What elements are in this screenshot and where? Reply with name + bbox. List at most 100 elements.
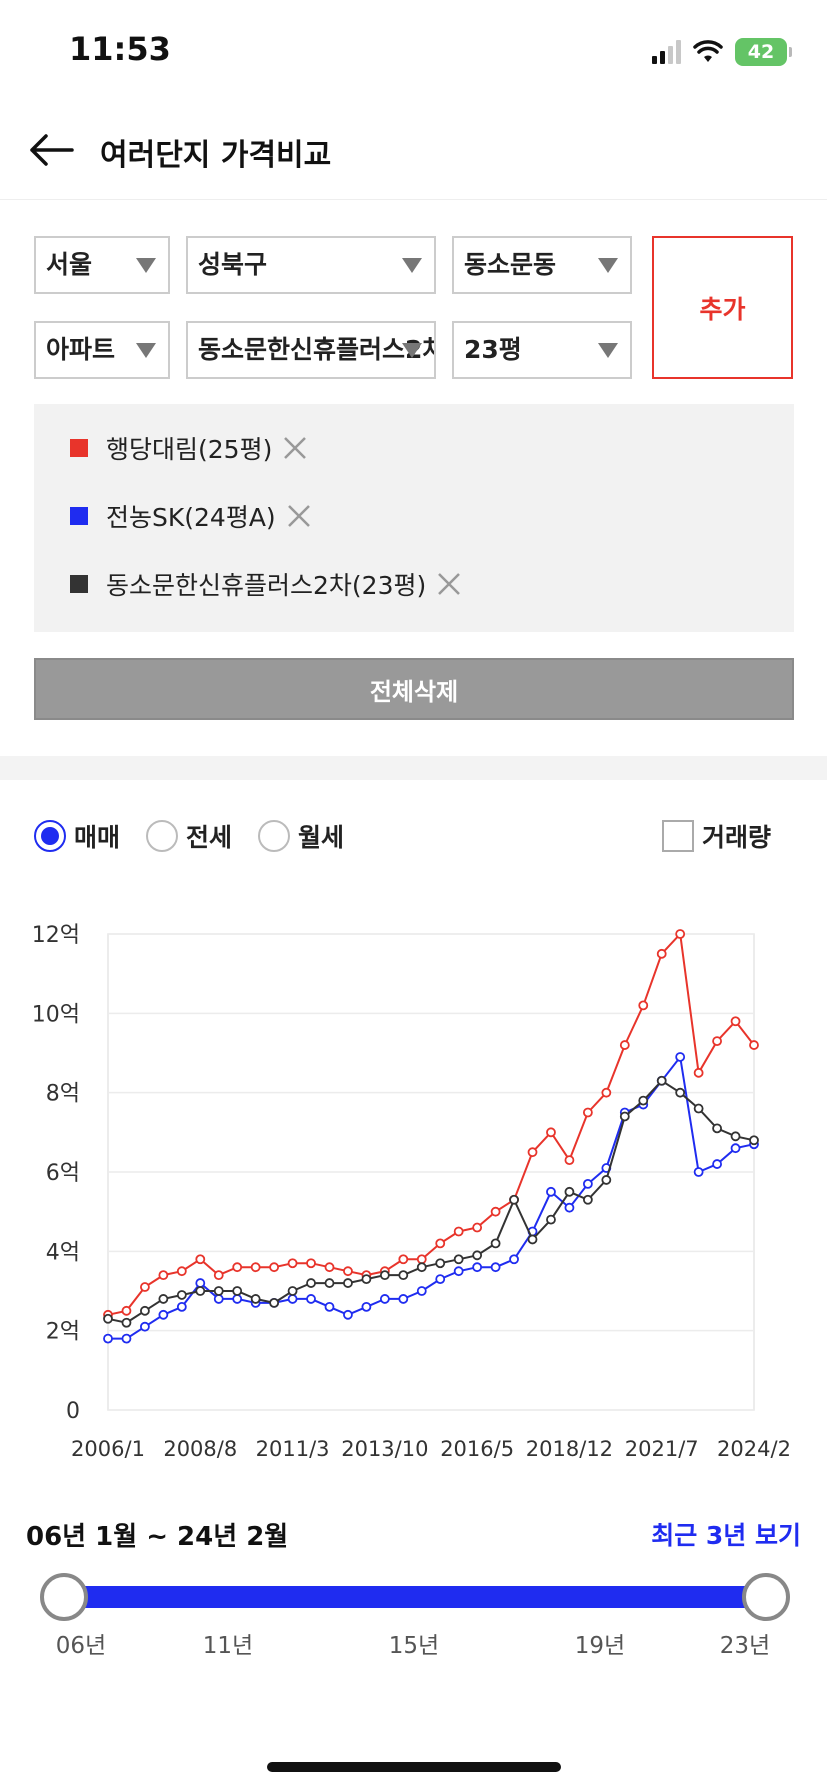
data-point — [638, 1095, 649, 1106]
data-point — [306, 1258, 316, 1269]
range-slider-end-handle[interactable] — [742, 1573, 790, 1621]
data-point — [232, 1262, 243, 1273]
delete-all-button[interactable]: 전체삭제 — [34, 658, 794, 720]
x-tick-label: 2021/7 — [625, 1437, 699, 1461]
close-icon[interactable] — [282, 435, 308, 461]
slider-tick-label: 19년 — [574, 1633, 626, 1659]
y-tick-label: 8억 — [46, 1082, 80, 1107]
range-slider-start-handle[interactable] — [40, 1573, 88, 1621]
data-point — [601, 1087, 612, 1098]
data-point — [121, 1305, 132, 1316]
price-line-chart: 0 2억 4억 6억 8억 10억 12억 2006/1 2008/8 2011/3 2013/10… — [32, 923, 791, 1461]
data-point — [453, 1254, 464, 1265]
radio-sale[interactable]: 매매 — [34, 818, 120, 854]
data-point — [158, 1270, 169, 1281]
data-point — [398, 1270, 409, 1281]
data-point — [158, 1294, 169, 1304]
data-point — [158, 1309, 169, 1320]
data-point — [103, 1333, 113, 1344]
data-point — [176, 1266, 187, 1277]
y-tick-label: 10억 — [32, 1002, 80, 1027]
data-point — [527, 1147, 538, 1158]
data-point — [213, 1286, 224, 1296]
range-slider-track[interactable] — [64, 1586, 766, 1608]
x-tick-label: 2018/12 — [526, 1437, 613, 1461]
data-point — [343, 1309, 353, 1320]
series-line — [108, 1054, 755, 1340]
data-point — [343, 1278, 353, 1288]
list-item: 행당대림(25평) — [70, 430, 308, 466]
data-point — [619, 1040, 630, 1050]
dong-select-value: 동소문동 — [464, 250, 557, 279]
data-point — [103, 1313, 113, 1324]
type-select-value: 아파트 — [46, 335, 116, 364]
data-point — [546, 1186, 556, 1197]
data-point — [287, 1286, 298, 1296]
data-point — [749, 1040, 759, 1050]
x-tick-label: 2006/1 — [71, 1437, 145, 1461]
data-point — [213, 1270, 224, 1281]
dong-select[interactable]: 동소문동 — [452, 236, 632, 294]
y-tick-label: 12억 — [32, 923, 80, 948]
x-tick-label: 2013/10 — [341, 1437, 428, 1461]
radio-jeonse[interactable]: 전세 — [146, 818, 232, 854]
data-point — [453, 1226, 464, 1237]
data-point — [675, 929, 686, 939]
data-point — [361, 1274, 372, 1285]
wifi-icon — [693, 40, 723, 62]
data-point — [232, 1286, 243, 1296]
data-point — [213, 1294, 224, 1304]
radio-monthly-rent[interactable]: 월세 — [258, 818, 344, 854]
data-point — [490, 1238, 501, 1249]
x-tick-label: 2011/3 — [256, 1437, 330, 1461]
data-point — [564, 1186, 575, 1197]
data-point — [693, 1103, 704, 1114]
data-point — [140, 1321, 150, 1332]
radio-label: 매매 — [74, 823, 121, 852]
recent-3-years-link[interactable]: 최근 3년 보기 — [651, 1521, 801, 1550]
data-point — [416, 1254, 427, 1265]
header: 여러단지 가격비교 — [0, 100, 827, 200]
data-point — [250, 1294, 261, 1304]
list-item: 전농SK(24평A) — [70, 498, 312, 534]
list-item-label: 행당대림(25평) — [106, 435, 273, 464]
data-point — [527, 1234, 538, 1245]
data-point — [398, 1254, 409, 1265]
data-point — [416, 1262, 427, 1273]
data-point — [379, 1294, 390, 1304]
data-point — [730, 1016, 741, 1027]
volume-checkbox[interactable]: 거래량 — [661, 818, 771, 854]
data-point — [195, 1286, 206, 1296]
radio-selected-icon — [34, 820, 66, 852]
price-chart: 0 2억 4억 6억 8억 10억 12억 2006/1 2008/8 2011/3 2013/10… — [0, 900, 827, 1480]
data-point — [546, 1127, 556, 1138]
close-icon[interactable] — [286, 503, 312, 529]
legend-swatch — [70, 575, 88, 593]
data-point — [564, 1202, 575, 1213]
data-point — [656, 948, 667, 959]
data-point — [638, 1000, 649, 1011]
data-point — [712, 1036, 722, 1047]
radio-unselected-icon — [146, 820, 179, 852]
type-select[interactable]: 아파트 — [34, 321, 170, 379]
close-icon[interactable] — [436, 571, 462, 597]
list-item: 동소문한신휴플러스2차(23평) — [70, 566, 462, 602]
data-point — [601, 1175, 612, 1185]
back-arrow-icon[interactable] — [28, 130, 74, 170]
radio-label: 전세 — [186, 823, 233, 852]
data-point — [176, 1301, 187, 1312]
add-button[interactable]: 추가 — [652, 236, 793, 379]
data-point — [509, 1194, 519, 1205]
y-tick-label: 2억 — [46, 1320, 80, 1345]
dropdown-arrow-icon — [136, 343, 156, 358]
x-tick-label: 2016/5 — [440, 1437, 514, 1461]
trade-type-radio-group: 매매 전세 월세 — [34, 818, 344, 854]
size-select[interactable]: 23평 — [452, 321, 632, 379]
complex-select[interactable]: 동소문한신휴플러스2차 — [186, 321, 436, 379]
list-item-label: 전농SK(24평A) — [106, 503, 276, 532]
battery-level: 42 — [747, 41, 775, 63]
radio-unselected-icon — [258, 820, 291, 852]
city-select[interactable]: 서울 — [34, 236, 170, 294]
checkbox-icon — [661, 820, 694, 852]
district-select[interactable]: 성북구 — [186, 236, 436, 294]
